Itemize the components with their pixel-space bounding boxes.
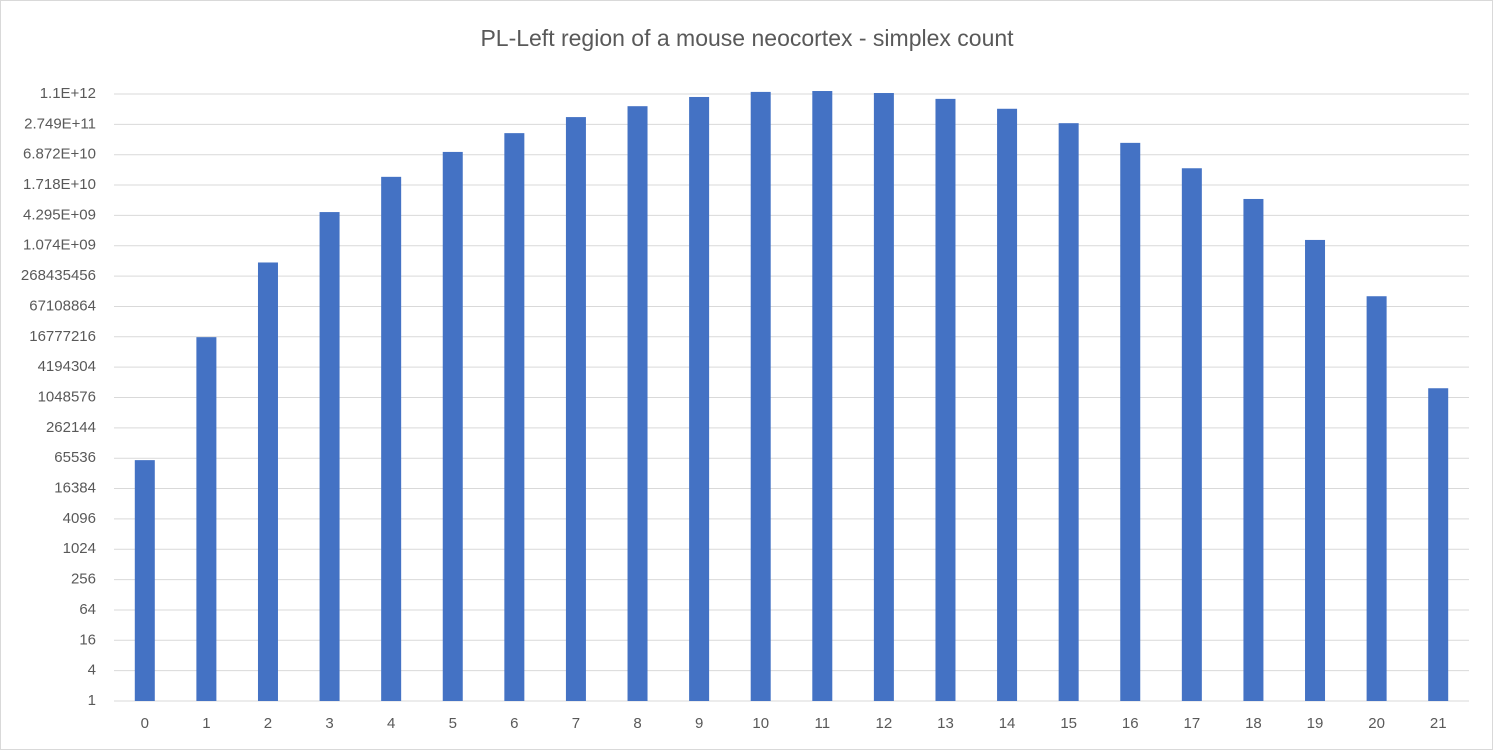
bar [196, 337, 217, 701]
x-tick-label: 1 [202, 715, 210, 732]
bar [319, 212, 340, 701]
y-tick-label: 16 [79, 631, 96, 648]
y-tick-label: 4 [88, 662, 96, 679]
x-tick-label: 6 [510, 715, 518, 732]
x-tick-label: 0 [141, 715, 149, 732]
x-tick-label: 15 [1060, 715, 1077, 732]
y-tick-label: 1048576 [38, 388, 96, 405]
x-tick-label: 14 [999, 715, 1016, 732]
x-tick-label: 9 [695, 715, 703, 732]
x-tick-label: 12 [876, 715, 893, 732]
x-tick-label: 4 [387, 715, 395, 732]
x-tick-label: 16 [1122, 715, 1139, 732]
bar [1428, 388, 1449, 701]
y-tick-label: 16777216 [29, 328, 96, 345]
bar [1181, 168, 1202, 701]
y-tick-label: 64 [79, 601, 96, 618]
x-tick-label: 13 [937, 715, 954, 732]
bar [442, 151, 463, 701]
bar [1120, 142, 1141, 702]
y-tick-label: 2.749E+11 [24, 115, 96, 132]
y-tick-label: 1 [88, 692, 96, 709]
bar [750, 91, 771, 701]
y-tick-label: 268435456 [21, 267, 96, 284]
x-tick-label: 5 [449, 715, 457, 732]
bar [257, 262, 278, 701]
chart-title: PL-Left region of a mouse neocortex - si… [480, 25, 1014, 51]
y-tick-label: 16384 [54, 480, 96, 497]
y-tick-label: 6.872E+10 [23, 146, 96, 163]
y-tick-label: 1.718E+10 [23, 176, 96, 193]
y-tick-label: 1.1E+12 [40, 85, 96, 102]
y-tick-label: 4096 [63, 510, 96, 527]
bar [997, 108, 1018, 701]
y-tick-label: 262144 [46, 419, 96, 436]
y-tick-label: 1.074E+09 [23, 237, 96, 254]
x-tick-label: 21 [1430, 715, 1447, 732]
bar [1243, 198, 1264, 701]
x-tick-label: 7 [572, 715, 580, 732]
bar [1305, 239, 1326, 701]
bar [134, 460, 155, 701]
x-tick-label: 2 [264, 715, 272, 732]
x-tick-label: 19 [1307, 715, 1324, 732]
bar [1058, 123, 1079, 701]
y-tick-label: 4194304 [38, 358, 96, 375]
bar [565, 117, 586, 701]
x-tick-label: 18 [1245, 715, 1262, 732]
y-tick-label: 256 [71, 571, 96, 588]
y-tick-label: 1024 [63, 540, 96, 557]
x-tick-label: 3 [325, 715, 333, 732]
y-tick-label: 65536 [54, 449, 96, 466]
x-tick-label: 17 [1183, 715, 1200, 732]
bar [935, 98, 956, 701]
x-tick-label: 8 [633, 715, 641, 732]
x-tick-label: 20 [1368, 715, 1385, 732]
bar [1366, 296, 1387, 701]
bar [381, 176, 402, 701]
x-tick-label: 10 [752, 715, 769, 732]
bar [627, 106, 648, 701]
bar [812, 91, 833, 701]
x-tick-label: 11 [815, 715, 831, 732]
bar [689, 96, 710, 702]
y-tick-label: 4.295E+09 [23, 206, 96, 223]
bar [504, 133, 525, 701]
y-tick-label: 67108864 [29, 297, 96, 314]
bar [873, 93, 894, 702]
